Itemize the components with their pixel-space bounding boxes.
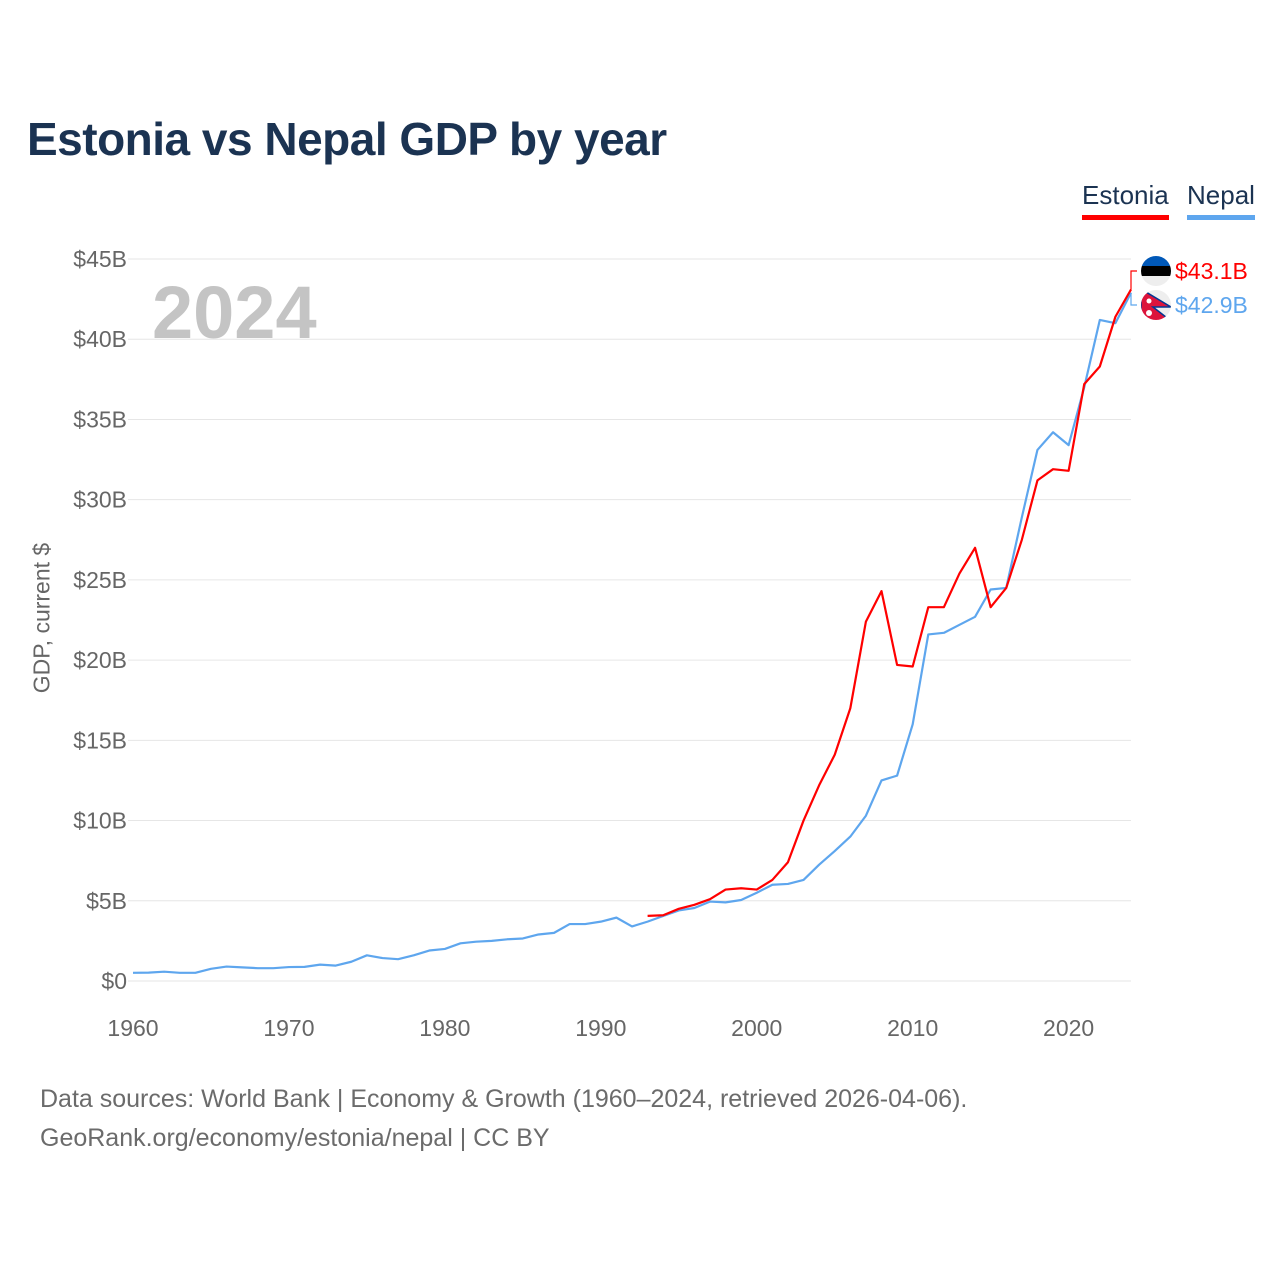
flag-sun [1146,310,1152,316]
y-tick-label: $35B [73,406,127,432]
x-tick-label: 2000 [731,1015,782,1041]
series-line-nepal [132,292,1132,974]
estonia-flag-icon [1141,256,1171,286]
x-tick-label: 2010 [887,1015,938,1041]
x-tick-label: 1960 [107,1015,158,1041]
y-tick-label: $0 [101,968,127,994]
flag-moon [1146,298,1152,304]
legend-item-nepal[interactable]: Nepal [1187,180,1255,220]
flag-stripe-black [1141,266,1171,276]
chart-title: Estonia vs Nepal GDP by year [27,113,667,165]
end-label-connector [1130,270,1137,290]
y-tick-label: $25B [73,567,127,593]
data-source-text: Data sources: World Bank | Economy & Gro… [40,1085,968,1113]
year-watermark: 2024 [152,271,317,354]
flag-stripe-blue [1141,256,1171,266]
y-tick-label: $10B [73,808,127,834]
series-line-estonia [647,288,1132,917]
y-tick-label: $45B [73,246,127,272]
y-tick-label: $30B [73,487,127,513]
x-tick-label: 1970 [263,1015,314,1041]
flag-stripe-white [1141,276,1171,286]
y-tick-label: $40B [73,326,127,352]
end-value-label-estonia: $43.1B [1175,258,1248,284]
nepal-flag-icon [1141,290,1171,320]
x-tick-label: 1980 [419,1015,470,1041]
y-tick-label: $15B [73,727,127,753]
attribution-text[interactable]: GeoRank.org/economy/estonia/nepal | CC B… [40,1124,550,1152]
y-tick-label: $20B [73,647,127,673]
end-value-label-nepal: $42.9B [1175,292,1248,318]
y-tick-label: $5B [86,888,127,914]
legend-item-estonia[interactable]: Estonia [1082,180,1169,220]
end-label-connector [1130,292,1137,306]
x-tick-label: 1990 [575,1015,626,1041]
x-tick-label: 2020 [1043,1015,1094,1041]
